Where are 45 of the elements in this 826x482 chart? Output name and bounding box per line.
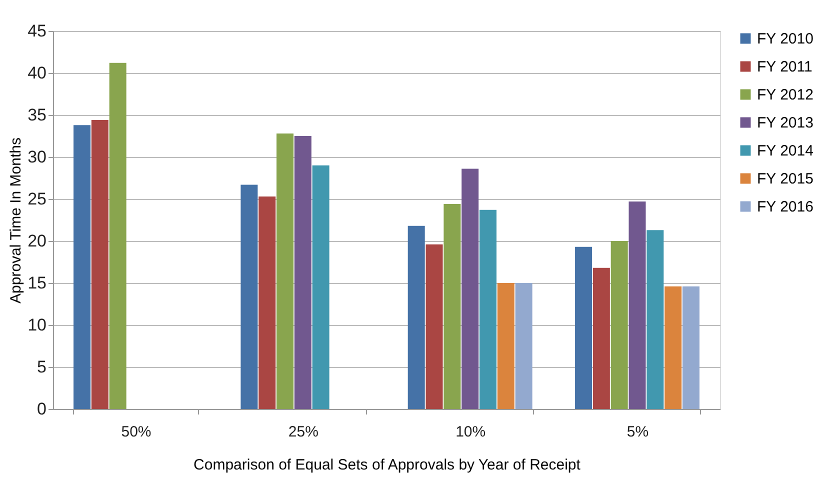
y-tick-label: 5	[37, 358, 46, 376]
legend-label: FY 2014	[757, 142, 814, 160]
y-tick-label: 35	[28, 106, 46, 124]
legend-label: FY 2012	[757, 86, 814, 104]
legend-label: FY 2015	[757, 170, 814, 188]
bar	[408, 226, 425, 409]
bar	[74, 125, 91, 409]
y-tick-label: 40	[28, 64, 46, 82]
bar	[664, 286, 682, 409]
bar	[575, 246, 592, 409]
x-tick-label: 25%	[288, 424, 318, 440]
x-tick-label: 10%	[456, 424, 486, 440]
y-axis-title: Approval Time In Months	[8, 138, 25, 304]
bar	[628, 202, 646, 409]
bar	[682, 286, 700, 409]
bar	[91, 120, 108, 409]
legend-label: FY 2016	[757, 198, 814, 216]
bar	[240, 184, 258, 409]
bar	[258, 196, 276, 409]
legend-label: FY 2010	[757, 30, 814, 48]
y-tick-label: 25	[28, 190, 46, 208]
bar	[479, 210, 496, 409]
bar	[462, 168, 479, 409]
bar	[426, 244, 443, 409]
y-tick-label: 10	[28, 316, 46, 334]
legend-label: FY 2011	[757, 58, 812, 76]
y-tick-label: 0	[37, 400, 46, 418]
bar	[444, 204, 461, 409]
y-tick-label: 30	[28, 148, 46, 166]
x-tick-label: 5%	[626, 424, 649, 440]
bar	[515, 283, 532, 409]
bar	[610, 241, 628, 409]
bar	[497, 283, 514, 409]
bar	[109, 62, 126, 409]
bar	[276, 133, 294, 409]
bar	[312, 165, 330, 409]
y-tick-label: 15	[28, 274, 46, 292]
bar	[294, 136, 312, 409]
legend-label: FY 2013	[757, 114, 814, 132]
y-tick-label: 20	[28, 232, 46, 250]
bar	[592, 268, 610, 409]
x-tick-label: 50%	[121, 424, 152, 440]
x-axis-title: Comparison of Equal Sets of Approvals by Year of Receipt	[194, 456, 582, 474]
bar	[646, 230, 664, 409]
y-tick-label: 45	[28, 22, 46, 40]
